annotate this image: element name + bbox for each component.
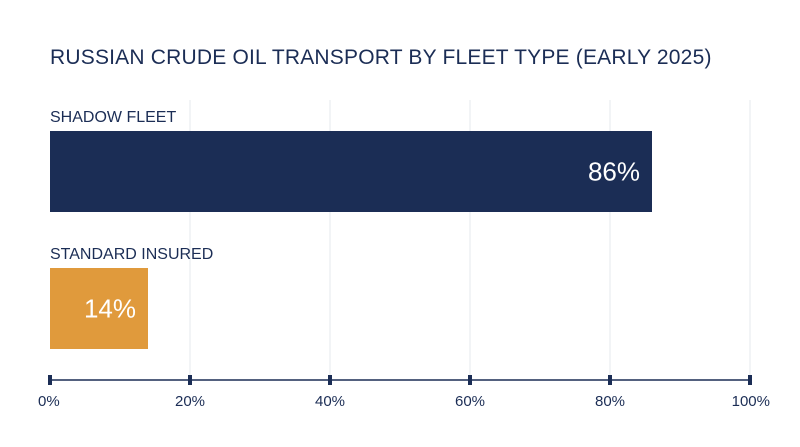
x-axis: 0% 20% 40% 60% 80% 100% (38, 375, 770, 410)
category-label: STANDARD INSURED (50, 246, 213, 263)
x-tick (48, 375, 52, 385)
x-tick-label: 20% (175, 393, 205, 410)
x-tick-label: 100% (732, 393, 770, 410)
x-tick (468, 375, 472, 385)
x-tick-label: 60% (455, 393, 485, 410)
x-tick (188, 375, 192, 385)
bar (50, 268, 148, 349)
x-tick (608, 375, 612, 385)
value-label: 14% (84, 294, 136, 324)
gridlines (189, 100, 751, 380)
x-tick (328, 375, 332, 385)
x-tick (748, 375, 752, 385)
category-label: SHADOW FLEET (50, 109, 176, 126)
value-label: 86% (588, 157, 640, 187)
bars: SHADOW FLEET 86% STANDARD INSURED 14% (50, 109, 652, 349)
bar (50, 131, 652, 212)
chart-title: RUSSIAN CRUDE OIL TRANSPORT BY FLEET TYP… (50, 46, 712, 69)
x-tick-label: 80% (595, 393, 625, 410)
x-tick-label: 40% (315, 393, 345, 410)
x-tick-label: 0% (38, 393, 60, 410)
